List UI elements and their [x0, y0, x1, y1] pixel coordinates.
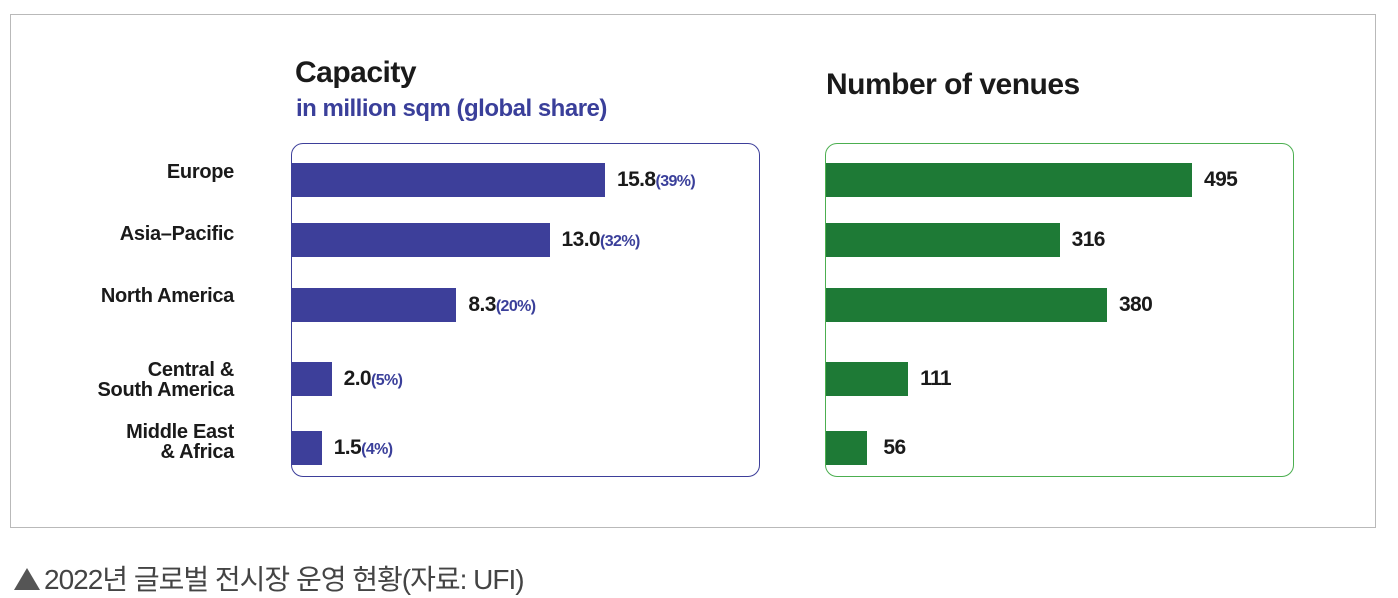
- capacity-bar: [292, 431, 322, 465]
- capacity-value: 15.8: [617, 168, 656, 191]
- capacity-subtitle: in million sqm (global share): [296, 95, 607, 122]
- figure-caption: 2022년 글로벌 전시장 운영 현황(자료: UFI): [14, 558, 525, 598]
- row-label-line: Central &: [147, 359, 235, 381]
- capacity-value-label: 8.3(20%): [468, 288, 536, 324]
- venues-bar: [826, 288, 1107, 322]
- venues-bar: [826, 362, 909, 396]
- row-label-line: South America: [97, 379, 234, 401]
- capacity-bar: [292, 288, 457, 322]
- row-label-line: & Africa: [160, 441, 234, 463]
- caption-text: 2022년 글로벌 전시장 운영 현황(자료: UFI): [44, 564, 525, 595]
- row-label: Asia–Pacific: [119, 223, 235, 245]
- capacity-share: (20%): [495, 298, 536, 315]
- venues-value-label: 56: [883, 436, 906, 459]
- row-label-line: Europe: [166, 161, 234, 183]
- capacity-share: (5%): [371, 372, 403, 389]
- capacity-value: 13.0: [561, 228, 601, 251]
- venues-value-label: 380: [1118, 293, 1153, 316]
- capacity-bar: [292, 362, 332, 396]
- capacity-value-label: 13.0(32%): [561, 223, 641, 259]
- capacity-value-label: 2.0(5%): [344, 362, 403, 398]
- venues-bar: [826, 163, 1192, 197]
- row-label-line: Asia–Pacific: [119, 223, 235, 245]
- row-label-line: Middle East: [126, 421, 234, 443]
- capacity-bar: [292, 163, 605, 197]
- capacity-title: Capacity: [295, 56, 417, 89]
- venues-title: Number of venues: [826, 68, 1080, 101]
- capacity-value: 2.0: [343, 367, 372, 390]
- row-label: Europe: [167, 162, 234, 182]
- venues-bar: [826, 431, 868, 465]
- capacity-panel: [291, 143, 760, 477]
- row-label: Central & South America: [97, 360, 234, 400]
- venues-bar: [826, 223, 1060, 257]
- triangle-icon: [14, 568, 40, 590]
- capacity-share: (4%): [361, 441, 393, 458]
- row-label-line: North America: [100, 285, 234, 307]
- row-label: North America: [101, 286, 234, 306]
- capacity-share: (39%): [655, 173, 696, 190]
- capacity-value: 1.5: [333, 436, 362, 459]
- venues-value-label: 111: [920, 367, 952, 390]
- capacity-value: 8.3: [468, 293, 496, 316]
- capacity-share: (32%): [600, 233, 640, 250]
- capacity-value-label: 1.5(4%): [334, 431, 393, 467]
- chart-frame: [10, 14, 1376, 528]
- capacity-bar: [292, 223, 550, 257]
- capacity-value-label: 15.8(39%): [617, 163, 696, 199]
- venues-value-label: 495: [1204, 168, 1238, 191]
- row-label: Middle East & Africa: [126, 422, 234, 462]
- venues-value-label: 316: [1071, 228, 1106, 251]
- venues-panel: [825, 143, 1294, 477]
